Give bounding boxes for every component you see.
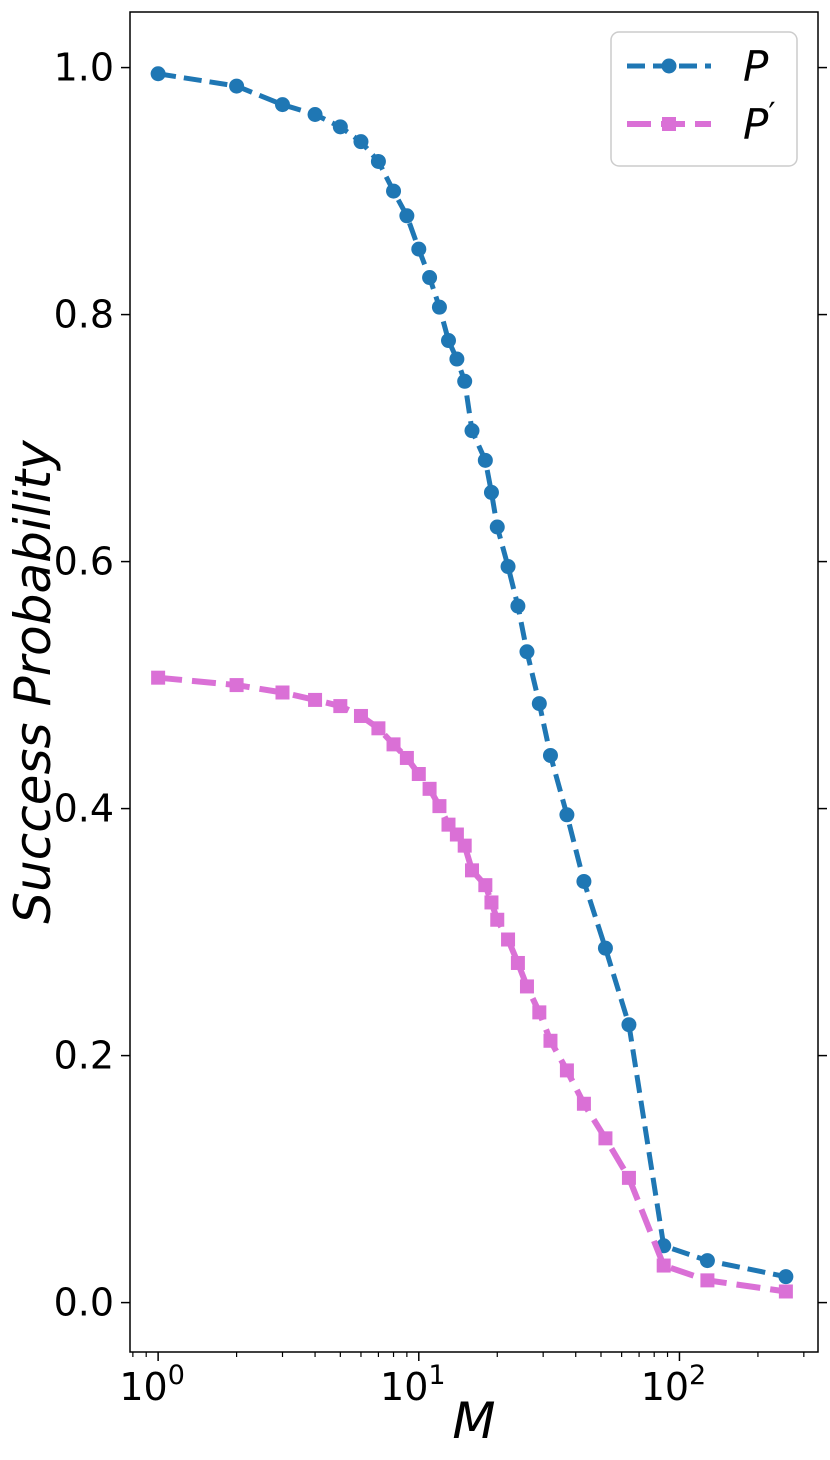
data-point: [484, 895, 499, 910]
x-tick-label: 100: [119, 1360, 185, 1409]
data-point: [576, 873, 592, 889]
data-point: [353, 134, 369, 150]
data-point: [559, 807, 575, 823]
data-point: [532, 1005, 547, 1020]
data-point: [399, 208, 415, 224]
data-point: [778, 1284, 793, 1299]
data-point: [621, 1017, 637, 1033]
series-p-prime: [151, 670, 793, 1299]
data-point: [432, 799, 447, 814]
data-point: [510, 598, 526, 614]
data-point: [490, 912, 505, 927]
data-point: [699, 1253, 715, 1269]
y-tick-label: 0.6: [54, 540, 114, 584]
y-tick-label: 1.0: [54, 46, 114, 90]
data-point: [457, 838, 472, 853]
y-tick-label: 0.8: [54, 293, 114, 337]
data-point: [500, 559, 516, 575]
data-point: [464, 423, 480, 439]
data-point: [542, 747, 558, 763]
y-tick-label: 0.4: [54, 787, 114, 831]
data-point: [543, 1033, 558, 1048]
data-point: [440, 333, 456, 349]
data-point: [489, 519, 505, 535]
legend-marker: [662, 117, 676, 131]
data-point: [275, 685, 290, 700]
data-point: [151, 670, 166, 685]
x-tick-label: 102: [641, 1360, 707, 1409]
x-axis-ticks: 100 101 102: [119, 1352, 805, 1409]
legend-marker: [661, 58, 677, 74]
data-point: [483, 484, 499, 500]
x-tick-label: 101: [380, 1360, 446, 1409]
data-point: [332, 119, 348, 135]
data-point: [431, 299, 447, 315]
series-line: [157, 674, 787, 1295]
data-point: [510, 955, 525, 970]
data-point: [411, 241, 427, 257]
data-point: [457, 373, 473, 389]
data-point: [229, 678, 244, 693]
data-point: [778, 1269, 794, 1285]
data-point: [621, 1170, 636, 1185]
data-point: [353, 708, 368, 723]
data-point: [422, 781, 437, 796]
legend-label: P: [743, 42, 769, 91]
y-axis-label: Success Probability: [4, 439, 62, 924]
data-point: [597, 940, 613, 956]
data-point: [370, 153, 386, 169]
legend-label: P′: [743, 95, 776, 149]
plot-frame: [129, 11, 819, 1353]
data-point: [411, 767, 426, 782]
data-point: [576, 1096, 591, 1111]
data-point: [150, 66, 166, 82]
data-point: [308, 692, 323, 707]
data-point: [333, 699, 348, 714]
data-point: [386, 183, 402, 199]
data-point: [531, 696, 547, 712]
data-point: [229, 78, 245, 94]
data-point: [371, 721, 386, 736]
data-point: [656, 1258, 671, 1273]
data-point: [559, 1063, 574, 1078]
y-tick-label: 0.0: [54, 1281, 114, 1325]
data-point: [477, 452, 493, 468]
data-point: [399, 750, 414, 765]
data-point: [598, 1131, 613, 1146]
data-point: [478, 878, 493, 893]
data-point: [386, 737, 401, 752]
data-point: [307, 107, 323, 123]
data-point: [274, 97, 290, 113]
x-axis-label: M: [452, 1392, 495, 1450]
y-tick-label: 0.2: [54, 1034, 114, 1078]
data-point: [501, 932, 516, 947]
series-line: [157, 71, 787, 1280]
data-point: [449, 827, 464, 842]
data-point: [700, 1273, 715, 1288]
series-p: [150, 66, 794, 1285]
legend: PP′: [610, 31, 798, 167]
data-point: [449, 351, 465, 367]
data-point: [519, 979, 534, 994]
data-point: [422, 270, 438, 286]
data-point: [519, 644, 535, 660]
series-layer: [150, 66, 794, 1299]
y-axis-ticks: 0.0 0.2 0.4 0.6 0.8 1.0: [54, 46, 827, 1325]
data-point: [465, 863, 480, 878]
